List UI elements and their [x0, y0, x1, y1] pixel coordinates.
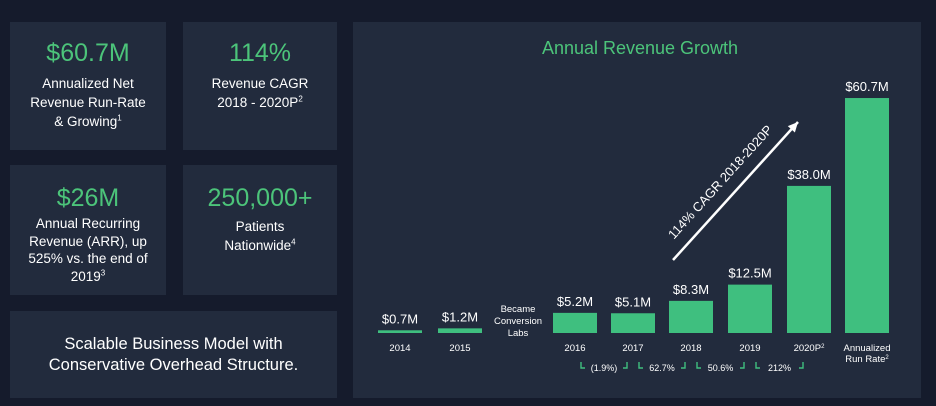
- footnote-marker: 3: [100, 268, 106, 277]
- bar-value-label: $12.5M: [728, 266, 771, 281]
- x-tick-label: 2017: [622, 343, 643, 354]
- footnote-marker: 1: [117, 113, 122, 123]
- x-tick-label: 2020P2: [794, 343, 825, 354]
- x-tick-label: Annualized: [843, 343, 890, 354]
- growth-rate-label: 62.7%: [649, 363, 675, 373]
- footnote-marker: 2: [298, 94, 303, 104]
- x-tick-label: 2015: [449, 343, 470, 354]
- bar-value-label: $5.2M: [557, 294, 593, 309]
- growth-rate-label: 50.6%: [708, 363, 734, 373]
- cagr-annotation: 114% CAGR 2018-2020P: [665, 122, 775, 242]
- revenue-chart-panel: Annual Revenue Growth $0.7M 2014 $1.2M 2015…: [353, 22, 921, 398]
- bar-value-label: $1.2M: [442, 309, 478, 324]
- bar-2017: [611, 313, 655, 333]
- stat-card-arr: $26M Annual Recurring Revenue (ARR), up …: [10, 165, 166, 295]
- bar-value-label: $8.3M: [673, 282, 709, 297]
- bar-value-label: $0.7M: [382, 311, 418, 326]
- chart-title: Annual Revenue Growth: [542, 38, 738, 58]
- stat-value: 250,000+: [207, 184, 313, 212]
- bar-2014: [378, 330, 422, 333]
- business-model-line: Scalable Business Model with: [64, 334, 283, 353]
- growth-rate-label: 212%: [768, 363, 791, 373]
- stat-card-run-rate: $60.7M Annualized Net Revenue Run-Rate &…: [10, 22, 166, 150]
- bar-value-label: $5.1M: [615, 294, 651, 309]
- bar-2016: [553, 312, 597, 333]
- growth-bracket: [638, 362, 686, 369]
- stat-value: 114%: [228, 39, 292, 67]
- growth-bracket: [755, 362, 804, 369]
- growth-bracket: [696, 362, 745, 369]
- stat-label: Annualized Net Revenue Run-Rate & Growin…: [30, 76, 146, 129]
- stat-label: Patients Nationwide4: [224, 219, 296, 253]
- cagr-arrow: [672, 121, 799, 261]
- bar-value-label: $60.7M: [845, 79, 888, 94]
- bar-2015: [438, 328, 482, 333]
- x-tick-label: 2018: [680, 343, 701, 354]
- footnote-marker: 4: [291, 237, 296, 247]
- growth-bracket: [580, 362, 628, 369]
- x-tick-label: Run Rate2: [845, 354, 889, 365]
- bar-value-label: $38.0M: [787, 167, 830, 182]
- business-model-line: Conservative Overhead Structure.: [48, 355, 299, 374]
- conversion-labs-annotation: Labs: [508, 328, 529, 339]
- bar-2019: [728, 284, 772, 333]
- conversion-labs-annotation: Conversion: [494, 316, 542, 327]
- footnote-marker: 2: [885, 355, 889, 361]
- stat-card-cagr: 114% Revenue CAGR 2018 - 2020P2: [183, 22, 337, 150]
- x-tick-label: 2019: [739, 343, 760, 354]
- footnote-marker: 2: [821, 344, 825, 350]
- stat-label: Revenue CAGR 2018 - 2020P2: [211, 76, 309, 110]
- x-tick-label: 2016: [564, 343, 585, 354]
- conversion-labs-annotation: Became: [501, 304, 536, 315]
- bar-2020p: [787, 185, 831, 333]
- stat-card-patients: 250,000+ Patients Nationwide4: [183, 165, 337, 295]
- cagr-arrow-head-icon: [787, 122, 798, 133]
- stat-value: $26M: [56, 184, 120, 212]
- revenue-chart: Annual Revenue Growth $0.7M 2014 $1.2M 2015…: [378, 38, 891, 373]
- stat-label: Annual Recurring Revenue (ARR), up 525% …: [28, 216, 148, 284]
- bar-2018: [669, 300, 713, 333]
- business-model-card: Scalable Business Model with Conservativ…: [10, 311, 337, 398]
- stat-value: $60.7M: [46, 39, 130, 67]
- growth-rate-label: (1.9%): [591, 363, 618, 373]
- bar-annualized-run-rate: [845, 98, 889, 333]
- x-tick-label: 2014: [389, 343, 410, 354]
